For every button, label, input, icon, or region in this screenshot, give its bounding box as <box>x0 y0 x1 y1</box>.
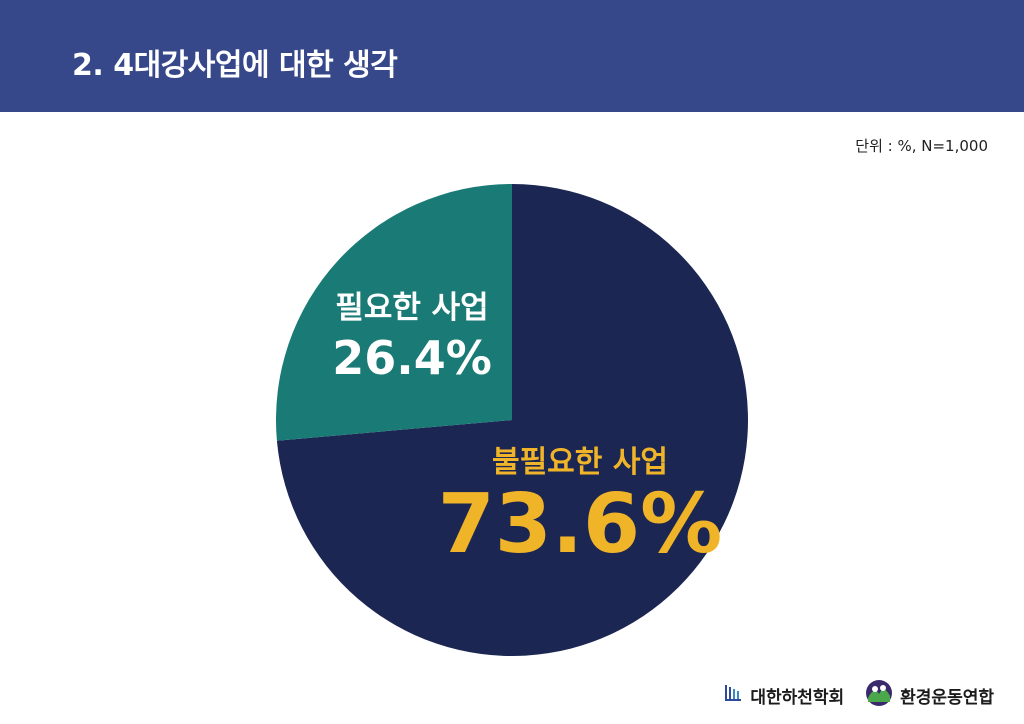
pie-slice-necessary <box>275 183 512 441</box>
kfem-logo-icon <box>864 678 894 712</box>
river-society-logo-text: 대한하천학회 <box>750 687 845 708</box>
kfem-logo-text: 환경운동연합 <box>900 687 994 708</box>
slice-value-label: 73.6% <box>438 477 722 572</box>
kfem-logo: 환경운동연합 <box>864 678 994 712</box>
unit-note: 단위 : %, N=1,000 <box>855 137 988 155</box>
slice-value-label: 26.4% <box>332 331 492 385</box>
river-society-logo: 대한하천학회 <box>724 683 844 708</box>
pie-slice-unnecessary <box>276 184 748 656</box>
header-bar <box>0 0 1024 112</box>
slice-category-label: 필요한 사업 <box>335 290 488 326</box>
footer-logos: 대한하천학회 환경운동연합 <box>724 678 994 712</box>
river-society-logo-icon <box>724 683 744 707</box>
page-title: 2. 4대강사업에 대한 생각 <box>72 48 398 83</box>
slice-category-label: 불필요한 사업 <box>492 445 668 480</box>
